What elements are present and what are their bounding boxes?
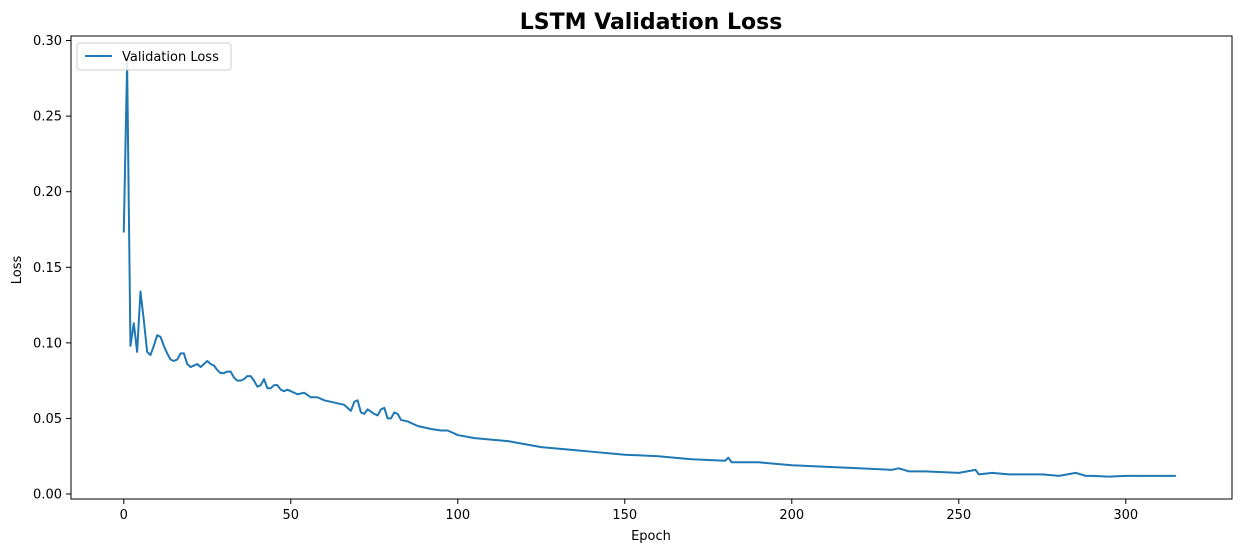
y-tick-label: 0.05 [33, 412, 62, 427]
y-axis-label: Loss [10, 256, 25, 285]
y-tick-label: 0.15 [33, 261, 62, 276]
x-tick-label: 150 [612, 508, 637, 523]
y-axis: 0.00 0.05 0.10 0.15 0.20 0.25 0.30 [33, 34, 71, 503]
x-tick-label: 100 [445, 508, 470, 523]
x-tick-label: 0 [120, 508, 128, 523]
legend: Validation Loss [76, 42, 232, 71]
plot-frame [70, 35, 1233, 500]
y-tick-label: 0.20 [33, 185, 62, 200]
series-line-0 [122, 62, 1176, 478]
plot-area [70, 35, 1233, 500]
x-tick-label: 200 [779, 508, 804, 523]
chart-title: LSTM Validation Loss [520, 10, 783, 35]
x-tick-label: 50 [283, 508, 300, 523]
legend-label-validation-loss: Validation Loss [122, 50, 219, 65]
x-tick-label: 300 [1113, 508, 1138, 523]
y-tick-label: 0.30 [33, 34, 62, 49]
y-tick-label: 0.10 [33, 336, 62, 351]
x-tick-label: 250 [946, 508, 971, 523]
y-tick-label: 0.25 [33, 110, 62, 125]
legend-box [76, 42, 232, 71]
y-tick-label: 0.00 [33, 488, 62, 503]
x-axis: 0 50 100 150 200 250 300 [120, 499, 1138, 523]
x-axis-label: Epoch [631, 529, 671, 544]
